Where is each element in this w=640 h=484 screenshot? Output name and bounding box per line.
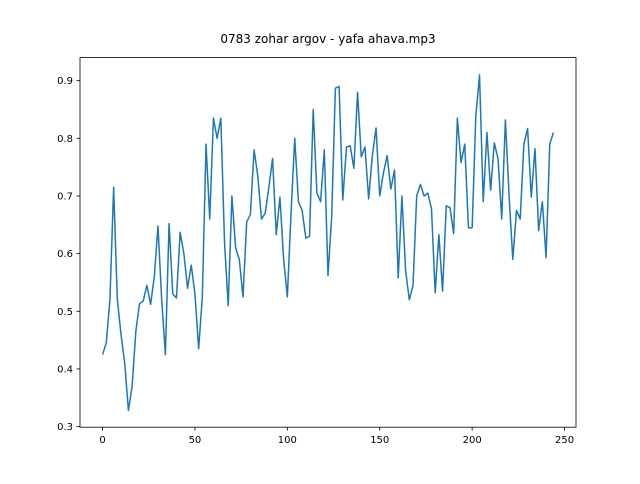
x-tick-label: 150 <box>370 435 389 446</box>
y-tick-label: 0.7 <box>57 191 73 202</box>
y-tick-label: 0.6 <box>57 249 73 260</box>
data-line <box>101 74 555 412</box>
y-tick-label: 0.8 <box>57 134 73 145</box>
x-tick-label: 50 <box>189 435 202 446</box>
y-tick-label: 0.9 <box>57 76 73 87</box>
x-tick-label: 200 <box>463 435 482 446</box>
y-tick-label: 0.3 <box>57 422 73 433</box>
axes-frame <box>79 57 577 428</box>
x-tick-label: 0 <box>99 435 105 446</box>
x-tick-label: 250 <box>555 435 574 446</box>
y-tick-label: 0.4 <box>57 364 73 375</box>
x-tick-label: 100 <box>278 435 297 446</box>
y-tick-label: 0.5 <box>57 307 73 318</box>
chart-title: 0783 zohar argov - yafa ahava.mp3 <box>220 32 435 46</box>
